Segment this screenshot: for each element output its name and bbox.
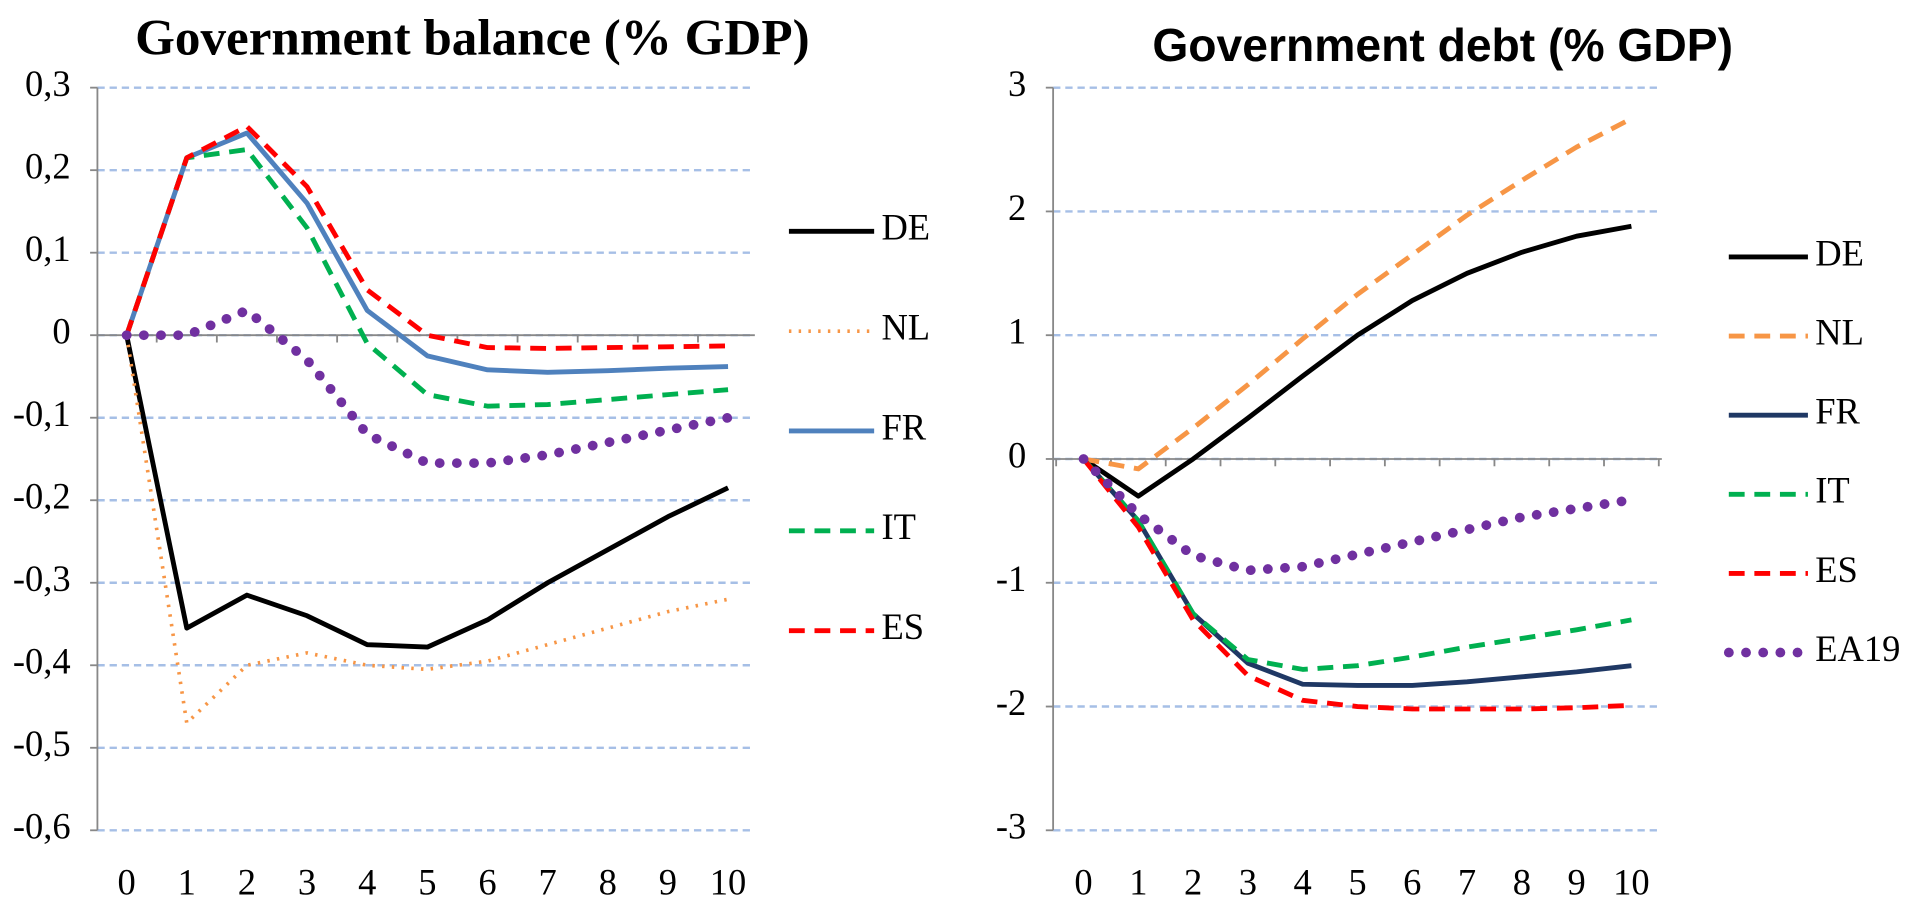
y-tick-label: -1 <box>996 558 1026 599</box>
series-line <box>124 334 729 725</box>
x-tick-label: 0 <box>1074 862 1092 903</box>
x-tick-label: 3 <box>298 862 316 903</box>
series-line <box>1082 223 1632 499</box>
series-line <box>1081 457 1632 672</box>
x-tick-label: 8 <box>599 862 617 903</box>
x-tick-label: 10 <box>710 862 747 903</box>
chart-title: Government balance (% GDP) <box>135 9 809 66</box>
legend-label: DE <box>1815 232 1864 273</box>
y-tick-label: 0 <box>1008 434 1026 475</box>
x-tick-label: 2 <box>1184 862 1202 903</box>
legend-label: IT <box>1815 470 1849 511</box>
x-tick-label: 8 <box>1513 862 1531 903</box>
series-line <box>124 124 729 351</box>
y-tick-label: 0,3 <box>25 63 71 104</box>
y-tick-label: -0,3 <box>13 558 71 599</box>
y-tick-label: 3 <box>1008 63 1026 104</box>
legend-label: IT <box>881 506 915 547</box>
x-tick-label: 5 <box>418 862 436 903</box>
x-tick-label: 5 <box>1348 862 1366 903</box>
y-tick-label: -2 <box>996 682 1026 723</box>
y-tick-label: 0,1 <box>25 228 71 269</box>
legend-label: ES <box>881 606 924 647</box>
x-tick-label: 6 <box>478 862 496 903</box>
x-tick-label: 10 <box>1613 862 1650 903</box>
x-tick-label: 2 <box>238 862 256 903</box>
x-tick-label: 1 <box>1129 862 1147 903</box>
y-tick-label: 1 <box>1008 311 1026 352</box>
x-tick-label: 7 <box>1458 862 1476 903</box>
y-tick-label: -0,2 <box>13 476 71 517</box>
y-tick-label: 2 <box>1008 187 1026 228</box>
y-tick-label: -0,1 <box>13 393 71 434</box>
x-tick-label: 9 <box>659 862 677 903</box>
legend-label: DE <box>881 207 930 248</box>
x-tick-label: 3 <box>1239 862 1257 903</box>
legend-label: FR <box>881 406 926 447</box>
y-tick-label: 0,2 <box>25 146 71 187</box>
series-line <box>1083 116 1633 472</box>
series-line <box>124 334 730 650</box>
series-line <box>121 305 733 468</box>
y-tick-label: -0,6 <box>13 806 71 847</box>
y-tick-label: 0 <box>52 311 70 352</box>
x-tick-label: 0 <box>118 862 136 903</box>
legend-label: FR <box>1815 391 1860 432</box>
legend-label: EA19 <box>1815 628 1900 669</box>
chart-title: Government debt (% GDP) <box>1152 19 1733 71</box>
y-tick-label: -0,5 <box>13 723 71 764</box>
legend-label: NL <box>1815 311 1864 352</box>
legend-label: NL <box>881 307 930 348</box>
x-tick-label: 7 <box>538 862 556 903</box>
x-tick-label: 6 <box>1403 862 1421 903</box>
x-tick-label: 9 <box>1567 862 1585 903</box>
y-tick-label: -3 <box>996 806 1026 847</box>
x-tick-label: 4 <box>1294 862 1312 903</box>
legend-label: ES <box>1815 549 1858 590</box>
series-line <box>1078 454 1637 576</box>
series-line <box>1081 457 1632 712</box>
series-line <box>124 130 729 375</box>
x-tick-label: 1 <box>178 862 196 903</box>
x-tick-label: 4 <box>358 862 376 903</box>
y-tick-label: -0,4 <box>13 641 71 682</box>
